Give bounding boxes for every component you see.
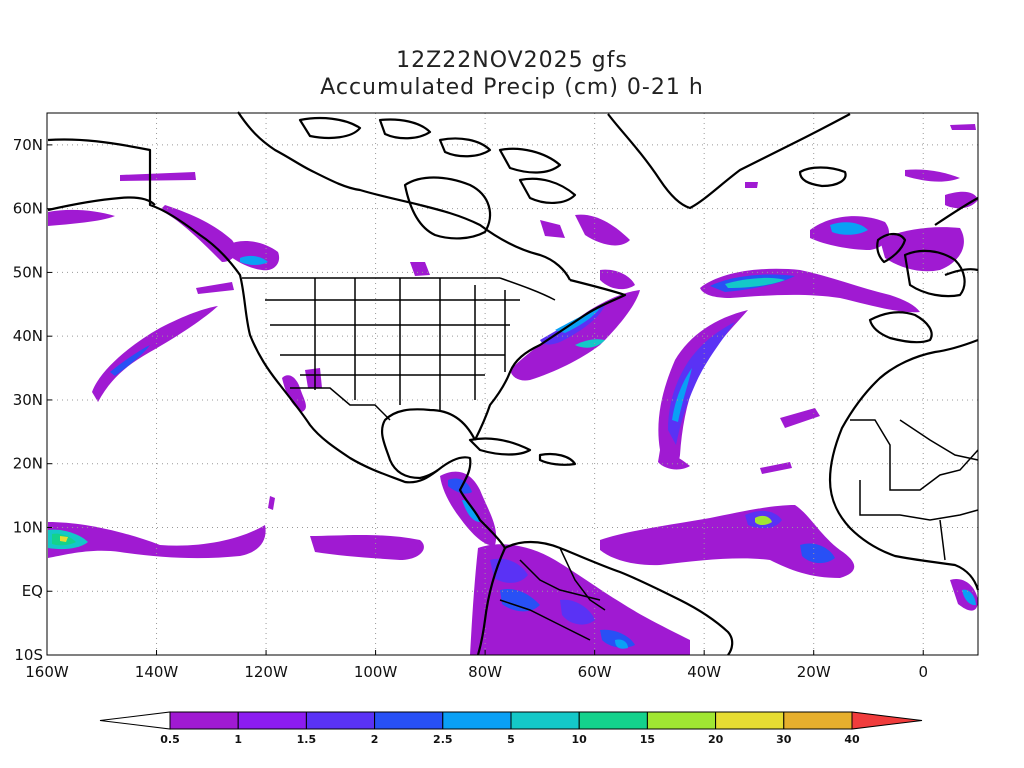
colorbar-level-label: 15	[640, 733, 655, 746]
colorbar-level-label: 40	[844, 733, 860, 746]
colorbar-level-label: 2	[371, 733, 379, 746]
lat-tick-label: 10S	[14, 646, 43, 664]
lon-tick-label: 160W	[25, 663, 69, 681]
lat-tick-label: 20N	[13, 455, 43, 473]
colorbar-level-label: 30	[776, 733, 792, 746]
colorbar-overflow-triangle	[851, 711, 923, 730]
coastlines	[47, 111, 980, 656]
colorbar-level-label: 0.5	[160, 733, 180, 746]
lat-tick-label: 30N	[13, 391, 43, 409]
lon-tick-label: 20W	[797, 663, 831, 681]
colorbar-segment	[374, 711, 444, 730]
latitude-labels: 70N 60N 50N 40N 30N 20N 10N EQ 10S	[13, 136, 52, 664]
colorbar: 0.5 1 1.5 2 2.5 5 10 15 20 30 40	[99, 711, 923, 746]
colorbar-segment	[715, 711, 785, 730]
longitude-labels: 160W 140W 120W 100W 80W 60W 40W 20W 0	[25, 650, 928, 681]
colorbar-segment	[237, 711, 307, 730]
lon-tick-label: 60W	[578, 663, 612, 681]
precip-shading	[48, 124, 978, 655]
graticule	[46, 113, 978, 656]
colorbar-level-label: 10	[572, 733, 588, 746]
colorbar-segment	[510, 711, 580, 730]
colorbar-level-label: 5	[507, 733, 515, 746]
lon-tick-label: 80W	[468, 663, 502, 681]
colorbar-underflow-triangle	[99, 711, 171, 730]
lon-tick-label: 100W	[354, 663, 398, 681]
lat-tick-label: EQ	[22, 582, 43, 600]
colorbar-segment	[646, 711, 717, 730]
political-borders	[242, 277, 979, 641]
colorbar-level-label: 1.5	[297, 733, 317, 746]
lon-tick-label: 120W	[244, 663, 288, 681]
colorbar-segment	[305, 711, 376, 730]
colorbar-segment	[783, 711, 853, 730]
colorbar-segment	[578, 711, 648, 730]
lat-tick-label: 50N	[13, 263, 43, 281]
lat-tick-label: 10N	[13, 518, 43, 536]
colorbar-level-label: 1	[234, 733, 242, 746]
lat-tick-label: 60N	[13, 200, 43, 218]
colorbar-segment	[442, 711, 512, 730]
lon-tick-label: 0	[918, 663, 928, 681]
lon-tick-label: 140W	[135, 663, 179, 681]
colorbar-level-label: 2.5	[433, 733, 453, 746]
map-subtitle: Accumulated Precip (cm) 0-21 h	[320, 75, 704, 100]
lat-tick-label: 70N	[13, 136, 43, 154]
colorbar-level-label: 20	[708, 733, 724, 746]
lon-tick-label: 40W	[687, 663, 721, 681]
map-frame	[46, 112, 979, 656]
map-title: 12Z22NOV2025 gfs	[396, 48, 628, 73]
lat-tick-label: 40N	[13, 327, 43, 345]
colorbar-segment	[169, 711, 239, 730]
